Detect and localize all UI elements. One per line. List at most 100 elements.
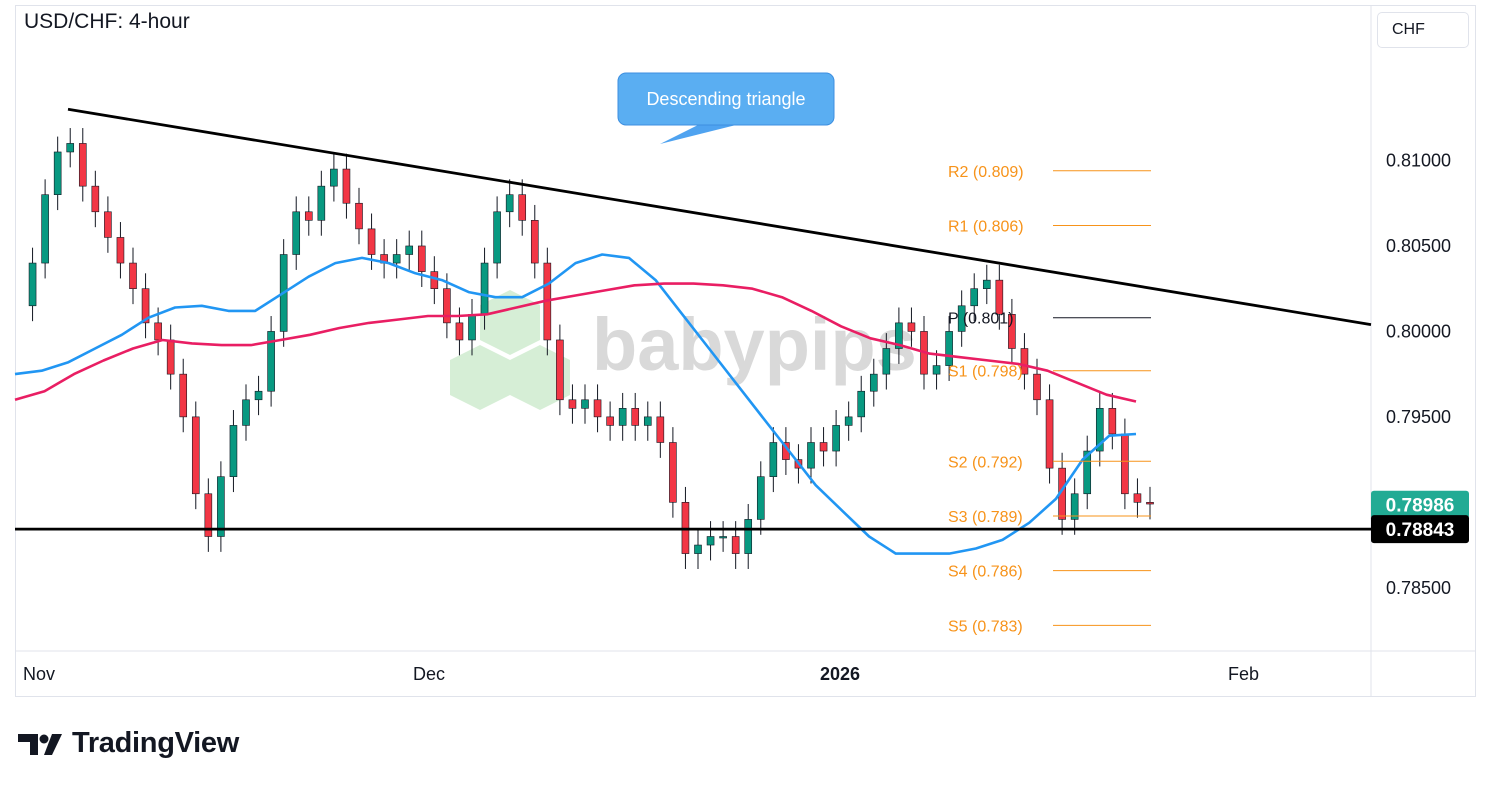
pivot-label: S1 (0.798) — [948, 364, 1023, 381]
candle-body — [355, 202, 363, 230]
candle-body — [1095, 408, 1104, 452]
candle-body — [28, 262, 37, 307]
candle-body — [744, 519, 753, 554]
candle-body — [581, 399, 589, 409]
candle-body — [53, 151, 62, 195]
candle-body — [317, 185, 326, 221]
babypips-watermark: babypips — [450, 290, 917, 410]
candle-body — [468, 314, 476, 341]
price-axis[interactable]: 0.81000 0.80500 0.80000 0.79500 0.78500 — [1386, 151, 1451, 598]
pivot-label: R1 (0.806) — [948, 218, 1024, 235]
candle-body — [593, 399, 602, 418]
chart-frame — [15, 5, 1476, 697]
candle-body — [191, 416, 200, 495]
candle-body — [907, 322, 916, 332]
currency-button[interactable]: CHF — [1377, 12, 1469, 48]
candle-body — [78, 143, 87, 187]
candle-body — [756, 476, 765, 520]
candle-body — [505, 194, 514, 213]
candle-body — [367, 228, 376, 255]
watermark-cubes-icon — [450, 290, 570, 410]
candle-body — [530, 220, 539, 264]
descending-trendline[interactable] — [67, 107, 1372, 326]
candle-body — [895, 322, 903, 349]
candle-body — [1033, 373, 1041, 401]
tradingview-logo[interactable]: TradingView — [18, 727, 239, 760]
candle-body — [706, 536, 715, 546]
sma-blue-line — [14, 253, 1137, 555]
moving-averages-group — [14, 253, 1137, 555]
candle-body — [179, 373, 188, 418]
candle-body — [606, 416, 614, 426]
x-tick-label: 2026 — [820, 664, 860, 684]
candle-body — [392, 254, 401, 264]
candle-body — [844, 416, 853, 426]
callout-text: Descending triangle — [646, 89, 805, 109]
candle-body — [229, 425, 238, 477]
pivot-label: S4 (0.786) — [948, 564, 1023, 581]
candle-body — [556, 339, 564, 401]
candle-body — [719, 536, 727, 539]
candle-body — [819, 442, 828, 452]
pivot-label: P (0.801) — [948, 311, 1014, 328]
candle-body — [995, 279, 1004, 315]
candle-body — [342, 168, 351, 204]
pivot-levels-group: R2 (0.809) R1 (0.806) P (0.801) S1 (0.798) S… — [948, 164, 1151, 635]
candle-body — [882, 348, 891, 375]
candle-body — [568, 399, 577, 409]
x-tick-label: Nov — [23, 664, 55, 684]
candle-body — [116, 237, 125, 264]
candle-body — [141, 288, 150, 324]
price-label-text: 0.78843 — [1386, 520, 1455, 541]
descending-triangle-callout[interactable]: Descending triangle — [617, 72, 835, 144]
candle-body — [957, 305, 966, 332]
candle-body — [304, 211, 313, 221]
candle-body — [1146, 502, 1154, 505]
tradingview-logo-icon — [18, 733, 62, 755]
candle-body — [455, 322, 464, 341]
candle-body — [1020, 348, 1029, 375]
candle-body — [66, 143, 75, 153]
pivot-label: R2 (0.809) — [948, 164, 1024, 181]
y-tick-label: 0.80500 — [1386, 236, 1451, 256]
candle-body — [1070, 493, 1079, 520]
candle-body — [430, 271, 439, 289]
candle-body — [832, 425, 840, 452]
time-axis[interactable]: Nov Dec 2026 Feb — [23, 664, 1259, 684]
candle-body — [970, 288, 979, 307]
candle-body — [154, 322, 162, 341]
candle-body — [1083, 450, 1092, 495]
candle-body — [166, 339, 175, 375]
x-tick-label: Feb — [1228, 664, 1259, 684]
tradingview-logo-text: TradingView — [72, 727, 239, 759]
candle-body — [104, 211, 112, 238]
y-tick-label: 0.78500 — [1386, 578, 1451, 598]
candle-body — [1108, 408, 1117, 435]
y-tick-label: 0.80000 — [1386, 321, 1451, 341]
watermark-text: babypips — [592, 303, 917, 386]
candle-body — [493, 211, 501, 264]
candle-body — [204, 493, 213, 537]
candle-body — [631, 408, 640, 426]
candle-body — [1045, 399, 1054, 469]
y-tick-label: 0.79500 — [1386, 407, 1451, 427]
candle-body — [857, 390, 866, 418]
candle-body — [945, 331, 953, 366]
candle-body — [292, 211, 301, 255]
price-label-box — [1371, 515, 1469, 544]
candle-body — [694, 544, 702, 554]
pivot-label: S3 (0.789) — [948, 509, 1023, 526]
candle-body — [769, 442, 778, 477]
pivot-label: S5 (0.783) — [948, 618, 1023, 635]
candle-body — [242, 399, 250, 426]
candle-body — [217, 476, 225, 537]
candle-body — [1121, 433, 1129, 495]
candle-body — [518, 194, 527, 221]
trend-lines-group — [15, 107, 1372, 531]
candle-body — [869, 373, 878, 392]
pivot-label: S2 (0.792) — [948, 454, 1023, 471]
candle-body — [443, 288, 451, 324]
candle-body — [669, 442, 677, 503]
candle-body — [731, 536, 740, 554]
